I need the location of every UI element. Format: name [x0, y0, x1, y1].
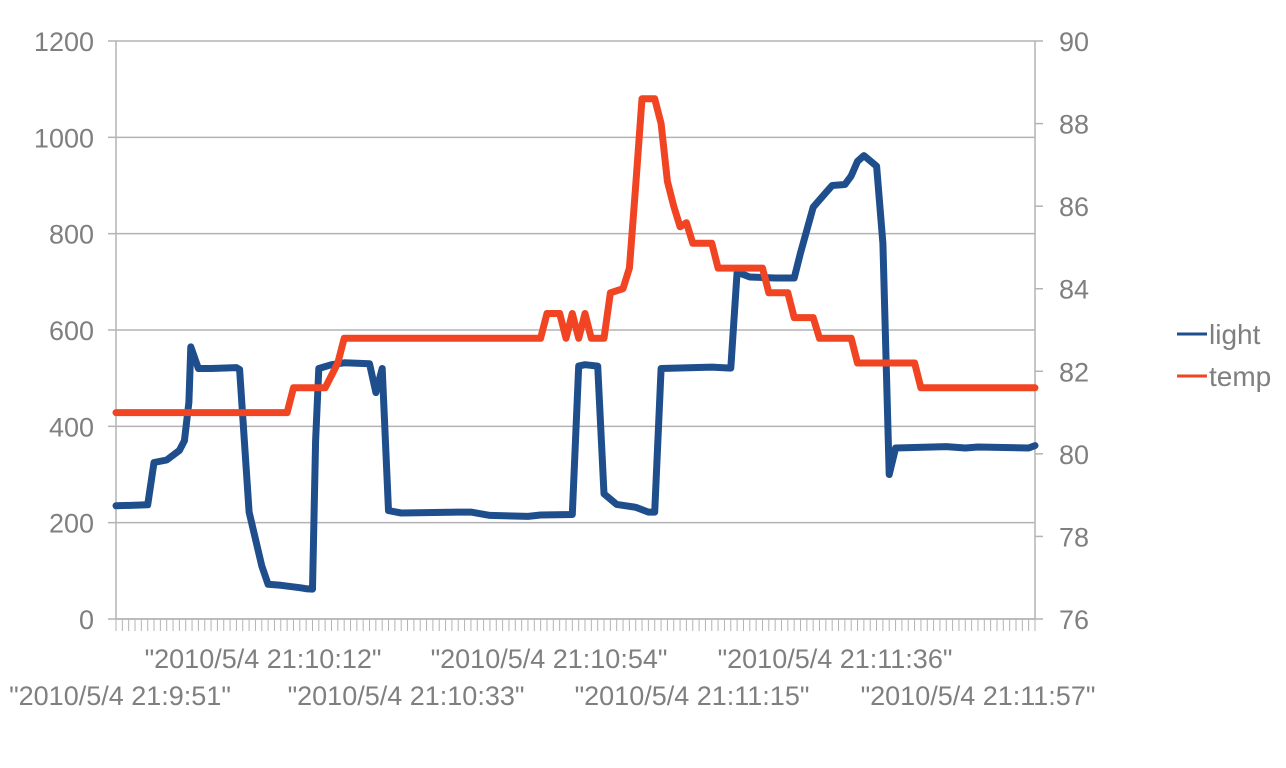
x-axis-ticks: "2010/5/4 21:9:51" "2010/5/4 21:10:12" "20…	[9, 619, 1095, 711]
y-right-tick-label: 86	[1059, 192, 1089, 222]
y-left-axis-ticks: 0 200 400 600 800 1000 1200	[34, 27, 116, 635]
y-left-tick-label: 200	[49, 509, 94, 539]
y-right-tick-label: 80	[1059, 440, 1089, 470]
series-line-temp	[112, 95, 1039, 417]
y-left-tick-label: 1000	[34, 123, 94, 153]
x-tick-label: "2010/5/4 21:11:36"	[718, 644, 953, 674]
legend-label-temp: temp	[1209, 361, 1271, 392]
y-left-tick-label: 800	[49, 220, 94, 250]
y-right-tick-label: 84	[1059, 275, 1089, 305]
legend: light temp	[1177, 319, 1271, 392]
y-right-tick-label: 90	[1059, 27, 1089, 57]
y-left-tick-label: 400	[49, 412, 94, 442]
x-tick-label: "2010/5/4 21:10:12"	[145, 644, 382, 674]
x-tick-label: "2010/5/4 21:9:51"	[9, 681, 231, 711]
y-right-tick-label: 88	[1059, 110, 1089, 140]
series-lines	[112, 95, 1039, 593]
x-tick-label: "2010/5/4 21:11:57"	[861, 681, 1096, 711]
y-left-tick-label: 1200	[34, 27, 94, 57]
legend-label-light: light	[1209, 319, 1261, 350]
series-line-light	[112, 152, 1039, 593]
x-tick-label: "2010/5/4 21:11:15"	[575, 681, 810, 711]
y-left-tick-label: 600	[49, 316, 94, 346]
x-tick-label: "2010/5/4 21:10:54"	[431, 644, 668, 674]
x-tick-label: "2010/5/4 21:10:33"	[288, 681, 525, 711]
y-right-tick-label: 76	[1059, 605, 1089, 635]
y-right-axis-ticks: 76 78 80 82 84 86 88 90	[1035, 27, 1089, 635]
y-left-tick-label: 0	[79, 605, 94, 635]
y-right-tick-label: 78	[1059, 522, 1089, 552]
y-right-tick-label: 82	[1059, 357, 1089, 387]
